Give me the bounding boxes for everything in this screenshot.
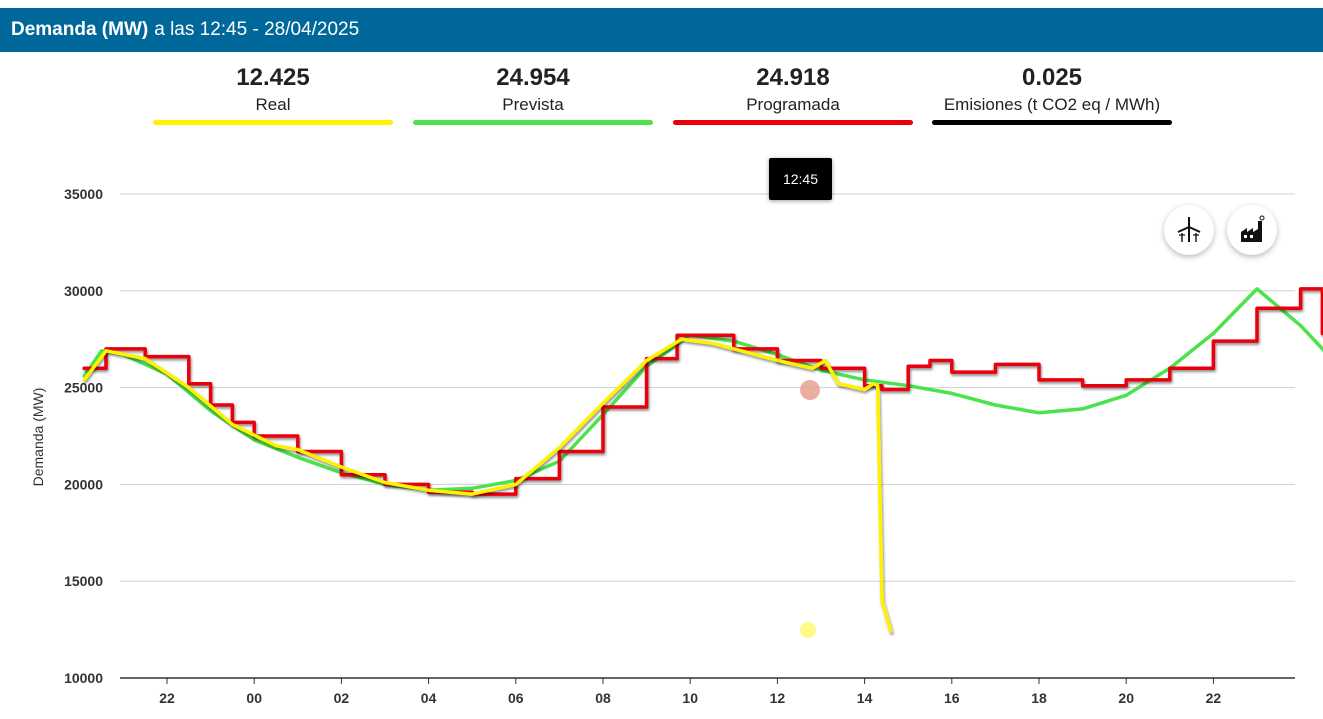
factory-icon <box>1241 215 1265 242</box>
header-subtitle: a las 12:45 - 28/04/2025 <box>154 19 360 40</box>
y-axis: 35000 30000 25000 20000 15000 10000 <box>64 186 103 686</box>
stat-programada-label: Programada <box>746 95 840 114</box>
current-point-marker <box>800 380 820 400</box>
series-line-real[interactable] <box>82 337 893 633</box>
series-line-programada[interactable] <box>82 287 1323 496</box>
stats-row: 12.425 Real 24.954 Prevista 24.918 Progr… <box>0 62 1323 132</box>
series-line-prevista[interactable] <box>82 287 1323 492</box>
stat-emisiones-label: Emisiones (t CO2 eq / MWh) <box>943 95 1161 114</box>
x-tick-label: 12 <box>770 690 786 706</box>
y-tick-label: 15000 <box>64 573 103 589</box>
real-endpoint-marker <box>800 622 816 638</box>
stat-programada[interactable]: 24.918 Programada <box>673 62 913 125</box>
tooltip-text: 12:45 <box>782 171 819 187</box>
chart-header: Demanda (MW) a las 12:45 - 28/04/2025 <box>0 8 1323 52</box>
wind-toggle-button[interactable] <box>1164 205 1214 255</box>
x-tick-label: 06 <box>508 690 524 706</box>
time-tooltip: 12:45 <box>769 158 832 200</box>
x-tick-label: 08 <box>595 690 611 706</box>
stat-prevista[interactable]: 24.954 Prevista <box>413 62 653 125</box>
x-axis: 22 00 02 04 06 08 10 12 14 16 18 20 22 <box>159 678 1221 706</box>
factory-toggle-button[interactable] <box>1227 205 1277 255</box>
y-axis-label: Demanda (MW) <box>30 388 46 487</box>
stat-real[interactable]: 12.425 Real <box>153 62 393 125</box>
stat-programada-legend-bar <box>673 120 913 125</box>
x-tick-label: 16 <box>944 690 960 706</box>
stat-real-value: 12.425 <box>236 64 310 91</box>
y-tick-label: 25000 <box>64 380 103 396</box>
stat-real-legend-bar <box>153 120 393 125</box>
stat-emisiones-legend-bar <box>932 120 1172 125</box>
stat-emisiones[interactable]: 0.025 Emisiones (t CO2 eq / MWh) <box>932 62 1172 125</box>
stat-emisiones-value: 0.025 <box>1021 64 1083 91</box>
y-tick-label: 35000 <box>64 186 103 202</box>
stat-programada-value: 24.918 <box>756 64 830 91</box>
wind-turbine-icon <box>1177 217 1201 242</box>
stat-prevista-label: Prevista <box>502 95 564 114</box>
x-tick-label: 20 <box>1118 690 1134 706</box>
stat-real-label: Real <box>255 95 291 114</box>
x-tick-label: 18 <box>1031 690 1047 706</box>
stat-prevista-legend-bar <box>413 120 653 125</box>
x-tick-label: 22 <box>1206 690 1222 706</box>
x-tick-label: 14 <box>857 690 873 706</box>
chart-grid <box>120 193 1295 679</box>
x-tick-label: 04 <box>421 690 437 706</box>
header-title: Demanda (MW) <box>11 19 149 40</box>
y-tick-label: 10000 <box>64 670 103 686</box>
x-tick-label: 00 <box>246 690 262 706</box>
y-tick-label: 20000 <box>64 476 103 492</box>
stat-prevista-value: 24.954 <box>496 64 570 91</box>
x-tick-label: 10 <box>682 690 698 706</box>
x-tick-label: 02 <box>334 690 350 706</box>
y-tick-label: 30000 <box>64 283 103 299</box>
chart-series <box>82 287 1323 633</box>
x-tick-label: 22 <box>159 690 175 706</box>
